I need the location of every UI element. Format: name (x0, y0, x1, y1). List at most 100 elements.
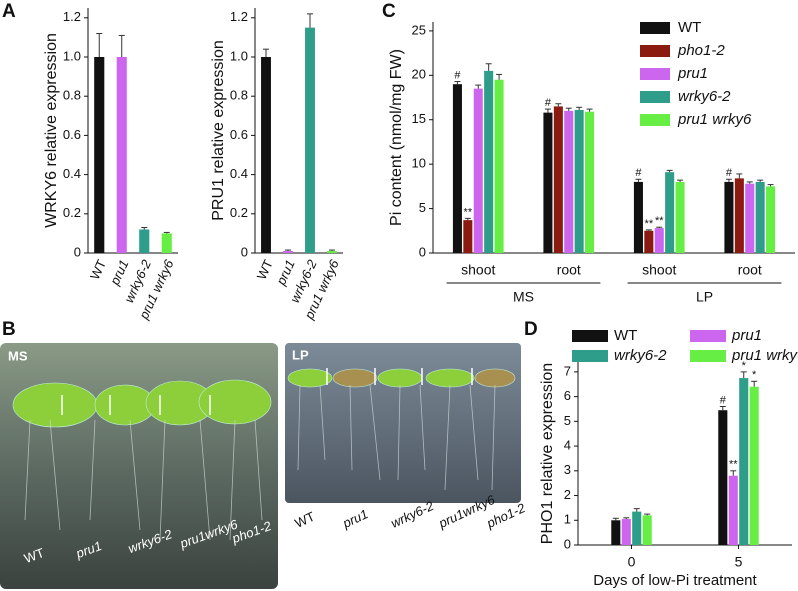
significance-marker: ** (464, 206, 473, 218)
bar (574, 109, 584, 253)
bar (766, 186, 776, 253)
y-tick-label: 0.4 (63, 166, 81, 181)
bar (327, 251, 337, 253)
legend-swatch (640, 68, 670, 80)
bar (283, 251, 293, 253)
y-tick-label: 4 (564, 438, 571, 453)
bar (484, 70, 494, 253)
legend-swatch (572, 350, 608, 362)
bar (718, 410, 728, 545)
bar (543, 112, 553, 253)
legend-swatch (640, 22, 670, 34)
bar (739, 378, 749, 545)
bar (724, 181, 734, 253)
x-tick-label: root (738, 262, 762, 278)
legend-label: WT (614, 327, 637, 344)
bar (632, 511, 642, 545)
y-tick-label: 1.0 (230, 48, 248, 63)
x-tick-label: shoot (461, 262, 495, 278)
y-tick-label: 0.6 (63, 127, 81, 142)
significance-marker: ** (729, 459, 738, 471)
significance-marker: ** (655, 215, 664, 227)
y-tick-label: 0.4 (230, 166, 248, 181)
legend-label: WT (678, 19, 701, 36)
panel-label: D (524, 319, 538, 340)
genotype-label: WT (292, 509, 317, 531)
bar (553, 106, 563, 254)
y-tick-label: 0 (241, 244, 248, 259)
bar (633, 181, 643, 253)
y-tick-label: 0.8 (63, 88, 81, 103)
y-tick-label: 1 (564, 512, 571, 527)
bar (728, 475, 738, 545)
significance-marker: ** (645, 218, 654, 230)
y-tick-label: 1.2 (63, 9, 81, 24)
y-tick-label: 3 (564, 462, 571, 477)
y-tick-label: 25 (412, 22, 426, 37)
group-label: MS (513, 289, 534, 305)
significance-marker: * (742, 360, 747, 372)
y-tick-label: 0 (564, 536, 571, 551)
bar (564, 110, 574, 253)
y-tick-label: 0.2 (230, 205, 248, 220)
legend-label: pru1 wrky6 (677, 111, 752, 128)
bar (452, 84, 462, 253)
legend-swatch (640, 91, 670, 103)
legend-label: pru1 wrky6 (731, 347, 798, 364)
y-tick-label: 15 (412, 111, 426, 126)
y-tick-label: 0 (74, 244, 81, 259)
photo-lp (285, 343, 521, 503)
bar (745, 183, 755, 253)
genotype-label: pru1 (339, 506, 370, 531)
legend-swatch (572, 330, 608, 342)
y-axis-label: Pi content (nmol/mg FW) (388, 49, 405, 226)
bar (642, 515, 652, 545)
panel-label: A (2, 1, 16, 22)
group-label: LP (696, 289, 713, 305)
bar (611, 520, 621, 545)
legend-label: pru1 (731, 327, 762, 344)
legend-label: pru1 (677, 65, 708, 82)
y-axis-label: PHO1 relative expression (539, 363, 556, 544)
bar (734, 178, 744, 253)
significance-marker: # (726, 167, 733, 179)
y-tick-label: 0.8 (230, 88, 248, 103)
photo-label: LP (292, 347, 309, 362)
bar (473, 88, 483, 253)
bar (654, 228, 664, 253)
significance-marker: # (635, 167, 642, 179)
significance-marker: # (720, 394, 727, 406)
bar (494, 79, 504, 253)
y-axis-label: WRKY6 relative expression (43, 33, 60, 228)
y-tick-label: 7 (564, 363, 571, 378)
panel-label: B (2, 319, 16, 340)
panel-label: C (382, 1, 396, 22)
legend-swatch (690, 330, 726, 342)
bar (116, 57, 127, 253)
bar (665, 172, 675, 253)
bar (261, 57, 271, 253)
y-tick-label: 2 (564, 487, 571, 502)
y-tick-label: 0.2 (63, 205, 81, 220)
significance-marker: # (545, 97, 552, 109)
bar (749, 386, 759, 545)
y-tick-label: 0.6 (230, 127, 248, 142)
y-tick-label: 0 (419, 244, 426, 259)
x-tick-label: WT (87, 257, 109, 282)
x-axis-label: Days of low-Pi treatment (593, 572, 757, 589)
x-tick-label: WT (254, 257, 276, 282)
bar (463, 220, 473, 253)
legend-swatch (690, 350, 726, 362)
roots (24, 384, 496, 541)
legend-swatch (640, 45, 670, 57)
significance-marker: # (454, 69, 461, 81)
y-axis-label: PRU1 relative expression (210, 40, 227, 221)
genotype-label: WT (22, 545, 46, 566)
bar (139, 229, 150, 253)
y-tick-label: 10 (412, 156, 426, 171)
y-tick-label: 6 (564, 388, 571, 403)
bar (585, 111, 595, 253)
x-tick-label: 5 (735, 554, 743, 570)
bar (94, 57, 105, 253)
